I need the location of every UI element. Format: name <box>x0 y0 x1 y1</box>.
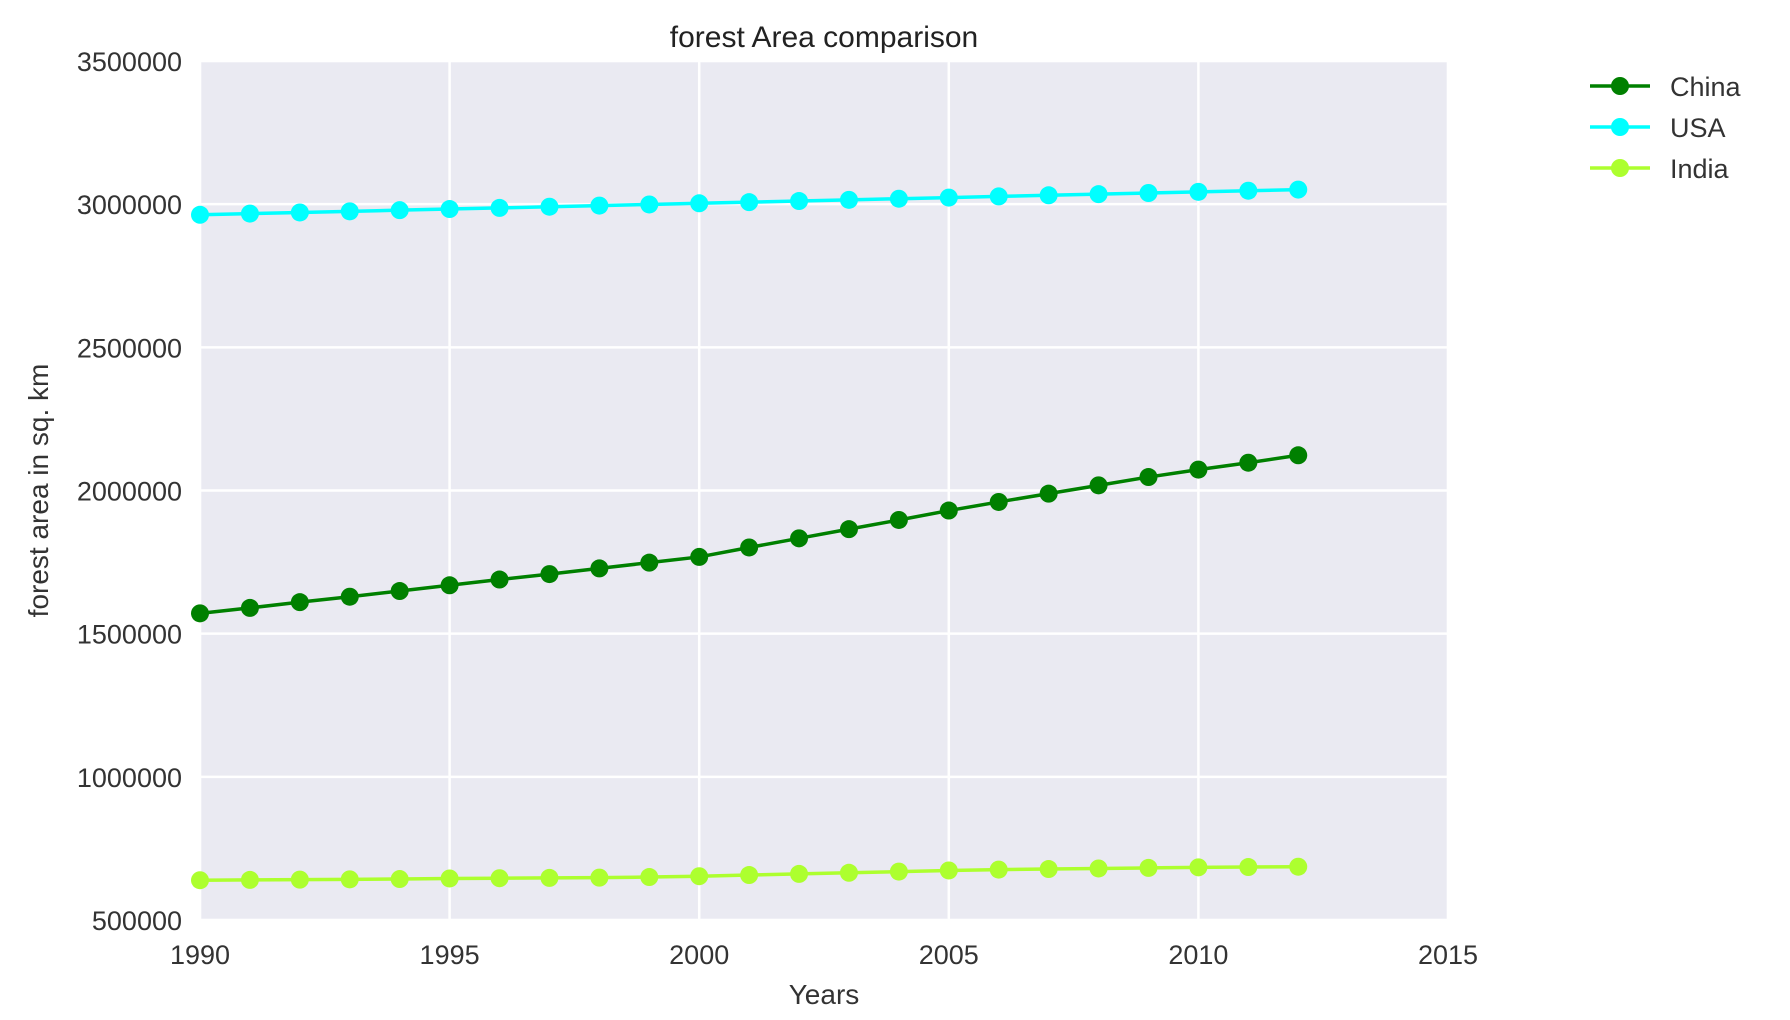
data-point <box>1189 461 1207 479</box>
legend-label: USA <box>1670 113 1726 143</box>
data-point <box>890 190 908 208</box>
legend-marker <box>1611 159 1629 177</box>
data-point <box>840 520 858 538</box>
data-point <box>690 548 708 566</box>
data-point <box>391 201 409 219</box>
x-tick-label: 2010 <box>1168 940 1228 970</box>
data-point <box>590 197 608 215</box>
data-point <box>740 193 758 211</box>
legend-marker <box>1611 118 1629 136</box>
x-tick-label: 2005 <box>919 940 979 970</box>
data-point <box>391 582 409 600</box>
y-tick-label: 2500000 <box>77 333 182 363</box>
x-axis-title: Years <box>789 979 860 1010</box>
y-tick-label: 3000000 <box>77 190 182 220</box>
data-point <box>990 861 1008 879</box>
data-point <box>690 194 708 212</box>
data-point <box>1289 181 1307 199</box>
y-tick-label: 2000000 <box>77 477 182 507</box>
x-tick-label: 1990 <box>170 940 230 970</box>
data-point <box>1189 858 1207 876</box>
data-point <box>1090 185 1108 203</box>
data-point <box>740 866 758 884</box>
data-point <box>1090 476 1108 494</box>
legend-marker <box>1611 77 1629 95</box>
y-tick-label: 1500000 <box>77 620 182 650</box>
data-point <box>640 554 658 572</box>
data-point <box>540 565 558 583</box>
data-point <box>1139 468 1157 486</box>
data-point <box>241 205 259 223</box>
data-point <box>840 191 858 209</box>
data-point <box>940 189 958 207</box>
data-point <box>341 870 359 888</box>
data-point <box>341 588 359 606</box>
legend-item-india: India <box>1590 154 1730 184</box>
y-tick-label: 500000 <box>92 906 182 936</box>
data-point <box>1289 446 1307 464</box>
data-point <box>940 502 958 520</box>
data-point <box>540 198 558 216</box>
data-point <box>740 538 758 556</box>
data-point <box>1040 485 1058 503</box>
data-point <box>590 869 608 887</box>
legend: China USA India <box>1590 72 1742 184</box>
y-axis-title: forest area in sq. km <box>23 364 54 618</box>
data-point <box>1239 454 1257 472</box>
data-point <box>241 871 259 889</box>
data-point <box>391 870 409 888</box>
data-point <box>890 511 908 529</box>
data-point <box>1139 184 1157 202</box>
data-point <box>441 200 459 218</box>
data-point <box>590 559 608 577</box>
legend-item-usa: USA <box>1590 113 1726 143</box>
y-tick-label: 1000000 <box>77 763 182 793</box>
data-point <box>790 192 808 210</box>
legend-item-china: China <box>1590 72 1742 102</box>
data-point <box>690 867 708 885</box>
legend-label: India <box>1670 154 1730 184</box>
data-point <box>191 206 209 224</box>
data-point <box>191 871 209 889</box>
data-point <box>1040 860 1058 878</box>
x-tick-label: 1995 <box>420 940 480 970</box>
data-point <box>790 865 808 883</box>
data-point <box>1139 859 1157 877</box>
data-point <box>540 869 558 887</box>
y-tick-label: 3500000 <box>77 47 182 77</box>
data-point <box>291 871 309 889</box>
data-point <box>291 593 309 611</box>
data-point <box>491 869 509 887</box>
data-point <box>191 604 209 622</box>
legend-label: China <box>1670 72 1742 102</box>
data-point <box>940 861 958 879</box>
data-point <box>341 202 359 220</box>
data-point <box>441 869 459 887</box>
data-point <box>1189 183 1207 201</box>
data-point <box>1239 858 1257 876</box>
data-point <box>291 203 309 221</box>
x-tick-label: 2015 <box>1418 940 1478 970</box>
data-point <box>890 863 908 881</box>
data-point <box>241 599 259 617</box>
data-point <box>640 195 658 213</box>
data-point <box>640 868 658 886</box>
data-point <box>990 187 1008 205</box>
data-point <box>840 864 858 882</box>
x-tick-label: 2000 <box>669 940 729 970</box>
chart-title: forest Area comparison <box>670 21 978 54</box>
data-point <box>1239 182 1257 200</box>
data-point <box>491 571 509 589</box>
data-point <box>790 529 808 547</box>
data-point <box>491 199 509 217</box>
data-point <box>990 493 1008 511</box>
data-point <box>1090 859 1108 877</box>
data-point <box>1289 858 1307 876</box>
data-point <box>1040 186 1058 204</box>
data-point <box>441 576 459 594</box>
